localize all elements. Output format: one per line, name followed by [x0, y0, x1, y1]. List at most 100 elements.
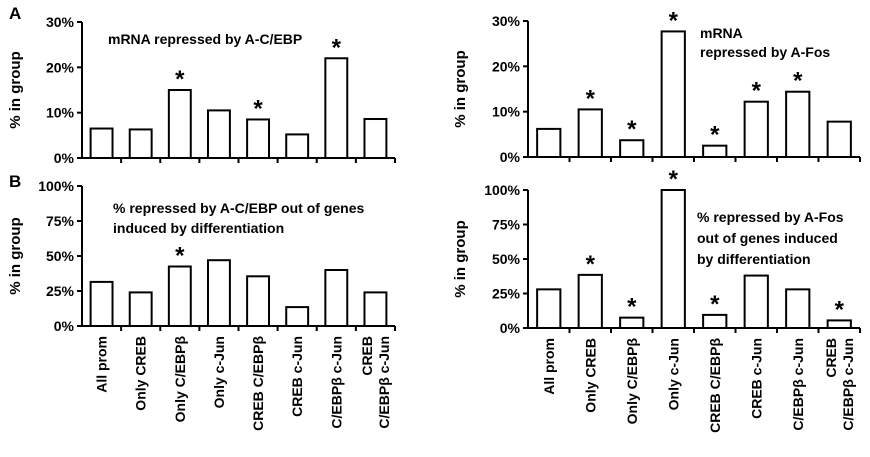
significance-star: *	[175, 66, 185, 93]
bar	[702, 313, 728, 330]
x-category-label: Only CREB	[582, 338, 598, 413]
chart-annotation: mRNA	[700, 25, 743, 41]
y-tick-label: 20%	[492, 58, 521, 74]
bar	[536, 288, 562, 329]
chart-a-left: 0% 10% 20% 30% % in group * * * mRNA repressed b…	[7, 14, 396, 166]
y-tick-label: 10%	[492, 104, 521, 120]
chart-annotation: % repressed by A-Fos	[697, 209, 844, 225]
significance-star: *	[669, 7, 679, 34]
x-category-label: Only C/EBPβ	[172, 336, 188, 423]
x-category-label: All prom	[541, 338, 557, 395]
y-tick-label: 50%	[492, 251, 521, 267]
bar	[619, 316, 645, 329]
bar	[785, 90, 811, 158]
y-axis-label: % in group	[7, 51, 24, 129]
chart-annotation: by differentiation	[697, 251, 811, 267]
x-category-label: C/EBPβ c-Jun	[840, 338, 856, 431]
bar	[285, 133, 310, 159]
chart-annotation: % repressed by A-C/EBP out of genes	[113, 200, 364, 216]
bar	[167, 265, 192, 327]
x-category-label: C/EBPβ c-Jun	[790, 338, 806, 431]
bar	[826, 120, 852, 158]
significance-star: *	[669, 166, 679, 193]
x-category-label: Only C/EBPβ	[624, 338, 640, 425]
significance-star: *	[793, 68, 803, 95]
chart-b-left: 0% 25% 50% 75% 100% % in group * % repressed by…	[7, 178, 396, 334]
chart-annotation: out of genes induced	[697, 230, 838, 246]
bar	[363, 118, 388, 160]
y-axis-label: % in group	[452, 220, 469, 298]
x-category-label: Only c-Jun	[211, 336, 227, 408]
y-tick-label: 30%	[492, 13, 521, 29]
panel-label-b: B	[9, 172, 21, 191]
x-category-labels-left: All prom Only CREB Only C/EBPβ Only c-Jun CR…	[94, 336, 392, 431]
y-tick-label: 25%	[492, 286, 521, 302]
y-tick-label: 20%	[46, 59, 75, 75]
significance-star: *	[586, 85, 596, 112]
bar	[324, 57, 349, 159]
y-tick-label: 75%	[492, 217, 521, 233]
x-category-label: C/EBPβ c-Jun	[376, 336, 392, 429]
bar	[536, 127, 562, 158]
y-tick-label: 0%	[54, 318, 75, 334]
significance-star: *	[710, 291, 720, 318]
y-tick-label: 10%	[46, 105, 75, 121]
bar	[206, 259, 231, 328]
bar	[743, 274, 769, 329]
bar	[89, 127, 114, 160]
x-category-label: Only c-Jun	[665, 338, 681, 410]
y-tick-label: 25%	[46, 283, 75, 299]
significance-star: *	[586, 251, 596, 278]
bar	[285, 306, 310, 328]
bar	[743, 100, 769, 159]
significance-star: *	[627, 294, 637, 321]
chart-b-right: 0% 25% 50% 75% 100% % in group * * * * * % represse…	[452, 166, 861, 336]
bar	[577, 108, 603, 158]
bar	[324, 269, 349, 327]
significance-star: *	[627, 116, 637, 143]
bar	[619, 139, 645, 159]
y-tick-label: 50%	[46, 248, 75, 264]
bar	[363, 291, 388, 327]
bar	[826, 319, 852, 330]
chart-annotation: repressed by A-Fos	[700, 44, 830, 60]
y-tick-label: 100%	[484, 182, 520, 198]
chart-annotation: induced by differentiation	[113, 220, 284, 236]
x-category-label: CREB	[823, 338, 839, 378]
bar	[577, 273, 603, 329]
x-category-label: CREB	[359, 336, 375, 376]
x-category-labels-right: All prom Only CREB Only C/EBPβ Only c-Jun CR…	[541, 338, 856, 433]
bar	[128, 128, 153, 160]
bar	[660, 189, 686, 329]
y-axis-label: % in group	[7, 217, 24, 295]
bar	[785, 288, 811, 329]
bar	[206, 109, 231, 159]
x-category-label: CREB C/EBPβ	[250, 336, 266, 431]
y-tick-label: 0%	[54, 150, 75, 166]
bar	[660, 30, 686, 158]
significance-star: *	[710, 122, 720, 149]
panel-label-a: A	[9, 4, 21, 23]
bar	[89, 280, 114, 327]
bar	[128, 291, 153, 327]
significance-star: *	[253, 95, 263, 122]
significance-star: *	[752, 78, 762, 105]
chart-annotation: mRNA repressed by A-C/EBP	[108, 31, 302, 47]
y-tick-label: 0%	[500, 149, 521, 165]
y-tick-label: 75%	[46, 213, 75, 229]
bar	[702, 144, 728, 159]
y-tick-label: 100%	[38, 178, 74, 194]
significance-star: *	[175, 243, 185, 270]
y-tick-label: 0%	[500, 320, 521, 336]
bar	[167, 89, 192, 159]
x-category-label: CREB C/EBPβ	[707, 338, 723, 433]
x-category-label: C/EBPβ c-Jun	[328, 336, 344, 429]
significance-star: *	[835, 296, 845, 323]
x-category-label: Only CREB	[133, 336, 149, 411]
significance-star: *	[332, 34, 342, 61]
x-category-label: All prom	[94, 336, 110, 393]
bar	[246, 118, 271, 159]
x-category-label: CREB c-Jun	[289, 336, 305, 417]
chart-a-right: 0% 10% 20% 30% % in group * * * * * * mRNA repressed…	[452, 7, 861, 165]
